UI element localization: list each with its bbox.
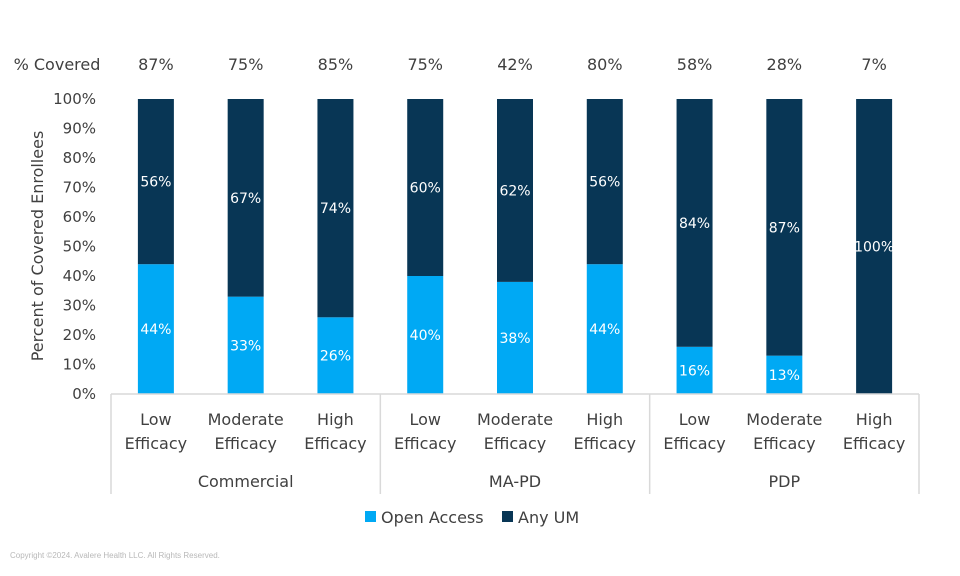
y-axis: 0% 10% 20% 30% 40% 50% 60% 70% 80% 90% 100% (53, 90, 96, 403)
legend: Open Access Any UM (365, 508, 579, 527)
data-label: 84% (679, 216, 710, 232)
y-tick-label: 20% (63, 326, 96, 344)
percent-covered-value: 75% (228, 55, 264, 74)
percent-covered-value: 58% (677, 55, 713, 74)
x-tick-label: Moderate (208, 410, 284, 429)
group-label: Commercial (198, 472, 294, 491)
x-tick-label: Efficacy (663, 434, 725, 453)
y-tick-label: 70% (63, 179, 96, 197)
percent-covered-value: 87% (138, 55, 174, 74)
data-label: 26% (320, 349, 351, 365)
bar-segment-any-um (586, 99, 623, 265)
x-axis: Low Efficacy Moderate Efficacy High Efficacy C… (110, 393, 920, 494)
group-label: PDP (769, 472, 801, 491)
x-tick-label: Low (140, 410, 172, 429)
x-tick-label: Efficacy (843, 434, 905, 453)
bar-segment-any-um (227, 99, 264, 297)
x-tick-label: Low (409, 410, 441, 429)
bar-segment-any-um (676, 99, 713, 347)
y-tick-label: 50% (63, 238, 96, 256)
y-tick-label: 0% (72, 385, 96, 403)
x-tick-label: Efficacy (304, 434, 366, 453)
bar-segment-open-access (407, 276, 444, 394)
y-tick-label: 60% (63, 208, 96, 226)
y-axis-title: Percent of Covered Enrollees (28, 131, 47, 362)
x-tick-label: Efficacy (753, 434, 815, 453)
x-tick-label: Moderate (477, 410, 553, 429)
bar-segment-any-um (766, 99, 803, 356)
data-label: 44% (589, 322, 620, 338)
data-label: 44% (140, 322, 171, 338)
percent-covered-value: 80% (587, 55, 623, 74)
bar-segment-open-access (497, 281, 533, 394)
bar-segment-open-access (227, 296, 264, 394)
percent-covered-label: % Covered (14, 55, 101, 74)
x-tick-label: Efficacy (574, 434, 636, 453)
data-label: 87% (769, 220, 800, 236)
data-label: 40% (410, 328, 441, 344)
data-label: 60% (410, 181, 441, 197)
legend-swatch (365, 511, 376, 522)
data-label: 16% (679, 363, 710, 379)
data-label: 13% (769, 368, 800, 384)
x-tick-label: High (856, 410, 893, 429)
data-label: 100% (854, 240, 894, 256)
legend-item: Open Access (365, 508, 484, 527)
x-tick-label: Efficacy (125, 434, 187, 453)
x-tick-label: Moderate (746, 410, 822, 429)
data-label: 33% (230, 338, 261, 354)
y-tick-label: 40% (63, 267, 96, 285)
bar-segment-open-access (676, 346, 713, 394)
y-tick-label: 80% (63, 149, 96, 167)
bars: 44% 56% 33% 67% 26% 74% 40% 60% 38% 62% 44% 56% 16% 8… (137, 99, 894, 394)
bar-segment-open-access (317, 317, 354, 394)
x-tick-label: Efficacy (484, 434, 546, 453)
copyright-notice: Copyright ©2024. Avalere Health LLC. All… (10, 551, 220, 560)
percent-covered-value: 85% (318, 55, 354, 74)
group-label: MA-PD (489, 472, 541, 491)
x-tick-label: High (586, 410, 623, 429)
x-tick-label: Efficacy (214, 434, 276, 453)
bar-segment-open-access (137, 264, 174, 394)
percent-covered-row: % Covered 87% 75% 85% 75% 42% 80% 58% 28% 7% (14, 55, 887, 74)
data-label: 67% (230, 191, 261, 207)
bar-segment-any-um (856, 99, 893, 394)
percent-covered-value: 42% (497, 55, 533, 74)
legend-item: Any UM (502, 508, 579, 527)
bar-segment-any-um (137, 99, 174, 265)
bar-segment-any-um (407, 99, 444, 276)
y-tick-label: 90% (63, 120, 96, 138)
x-tick-label: Efficacy (394, 434, 456, 453)
y-tick-label: 10% (63, 356, 96, 374)
bar-segment-open-access (766, 355, 803, 394)
legend-swatch (502, 511, 513, 522)
data-label: 56% (589, 175, 620, 191)
bar-segment-open-access (586, 264, 623, 394)
y-tick-label: 30% (63, 297, 96, 315)
data-label: 56% (140, 175, 171, 191)
y-tick-label: 100% (53, 90, 96, 108)
bar-segment-any-um (317, 99, 354, 318)
percent-covered-value: 75% (407, 55, 443, 74)
data-label: 74% (320, 201, 351, 217)
x-tick-label: High (317, 410, 354, 429)
percent-covered-value: 28% (767, 55, 803, 74)
percent-covered-value: 7% (861, 55, 886, 74)
legend-label: Any UM (518, 508, 579, 527)
data-label: 38% (499, 331, 530, 347)
x-tick-label: Low (679, 410, 711, 429)
legend-label: Open Access (381, 508, 484, 527)
data-label: 62% (499, 183, 530, 199)
bar-segment-any-um (497, 99, 533, 282)
